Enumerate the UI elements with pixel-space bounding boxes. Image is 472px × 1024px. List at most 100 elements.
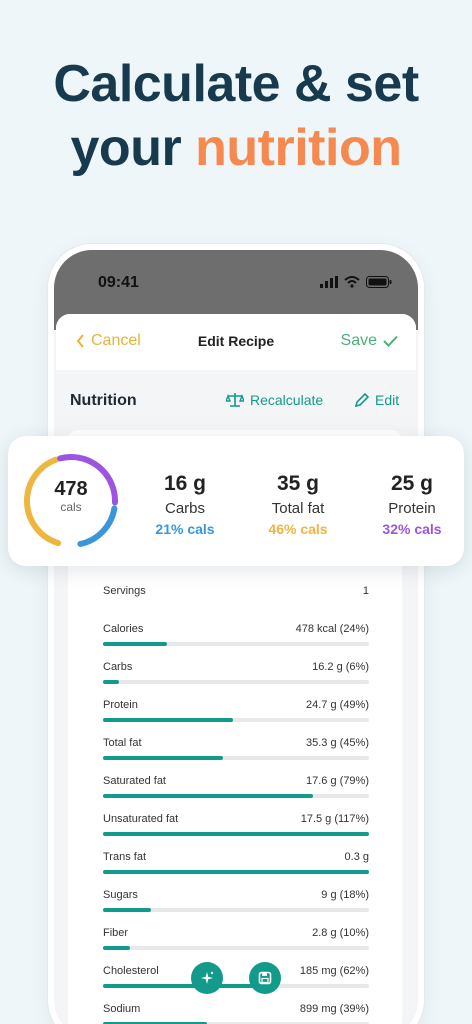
nutrient-amount: 2.8 g (10%): [312, 927, 369, 939]
macro-protein: 25 g Protein 32% cals: [357, 472, 467, 537]
nutrient-row: Trans fat 0.3 g: [103, 848, 369, 886]
nutrient-bar-track: [103, 870, 369, 874]
carbs-pct: 21% cals: [155, 521, 215, 537]
macro-carbs: 16 g Carbs 21% cals: [130, 472, 240, 537]
nutrient-row: Carbs 16.2 g (6%): [103, 658, 369, 696]
servings-label: Servings: [103, 585, 146, 597]
nutrition-heading: Nutrition: [70, 392, 137, 409]
nutrient-row: Sodium 899 mg (39%): [103, 1000, 369, 1024]
nav-bar: Cancel Edit Recipe Save: [56, 314, 416, 370]
wifi-icon: [344, 276, 360, 288]
nutrient-row: Saturated fat 17.6 g (79%): [103, 772, 369, 810]
nutrient-amount: 9 g (18%): [321, 889, 369, 901]
save-floating-button[interactable]: [249, 962, 281, 994]
servings-row: Servings 1: [103, 582, 369, 620]
nutrient-bar-track: [103, 832, 369, 836]
nutrient-bar-track: [103, 642, 369, 646]
edit-nutrition-button[interactable]: Edit: [354, 392, 399, 408]
sparkle-icon: [201, 971, 214, 984]
nutrient-label: Saturated fat: [103, 775, 166, 787]
headline-accent: nutrition: [195, 119, 402, 177]
fat-name: Total fat: [271, 500, 325, 517]
nutrient-label: Carbs: [103, 661, 133, 673]
nutrient-label: Trans fat: [103, 851, 146, 863]
nutrient-bar-track: [103, 946, 369, 950]
nutrient-bar-fill: [103, 870, 369, 874]
nutrient-row: Fiber 2.8 g (10%): [103, 924, 369, 962]
nutrient-list: Servings 1 Calories 478 kcal (24%) Carbs 16…: [103, 582, 369, 1024]
scale-icon: [226, 393, 244, 407]
nutrient-bar-track: [103, 794, 369, 798]
save-icon: [258, 971, 272, 985]
nutrient-bar-fill: [103, 1022, 207, 1024]
nutrient-bar-fill: [103, 718, 234, 722]
nutrient-row: Total fat 35.3 g (45%): [103, 734, 369, 772]
nutrient-bar-fill: [103, 832, 369, 836]
chevron-left-icon: [76, 334, 84, 348]
nutrient-amount: 0.3 g: [344, 851, 369, 863]
nutrient-amount: 16.2 g (6%): [312, 661, 369, 673]
nutrient-row: Sugars 9 g (18%): [103, 886, 369, 924]
nutrient-label: Cholesterol: [103, 965, 159, 977]
nutrient-label: Total fat: [103, 737, 142, 749]
status-time: 09:41: [98, 274, 139, 291]
protein-name: Protein: [388, 500, 436, 517]
nutrient-amount: 24.7 g (49%): [306, 699, 369, 711]
nutrient-row: Calories 478 kcal (24%): [103, 620, 369, 658]
calorie-label: cals: [60, 500, 82, 514]
nutrient-amount: 185 mg (62%): [299, 965, 369, 977]
ai-sparkle-button[interactable]: [191, 962, 223, 994]
signal-icon: [320, 276, 338, 288]
nutrient-row: Cholesterol 185 mg (62%): [103, 962, 369, 1000]
save-button[interactable]: Save: [341, 332, 398, 350]
nutrient-amount: 35.3 g (45%): [306, 737, 369, 749]
headline-line1: Calculate & set: [53, 55, 419, 113]
nutrient-label: Protein: [103, 699, 138, 711]
battery-icon: [366, 276, 392, 288]
nutrient-bar-track: [103, 718, 369, 722]
protein-pct: 32% cals: [382, 521, 442, 537]
nutrient-rows: Calories 478 kcal (24%) Carbs 16.2 g (6%) Pr…: [103, 620, 369, 1024]
nutrient-label: Sugars: [103, 889, 138, 901]
nutrient-label: Fiber: [103, 927, 129, 939]
headline-prefix: your: [70, 119, 196, 177]
nutrient-bar-fill: [103, 984, 268, 988]
carbs-name: Carbs: [164, 500, 205, 517]
headline-line2: your nutrition: [0, 116, 472, 180]
fat-pct: 46% cals: [268, 521, 328, 537]
carbs-value: 16 g: [163, 472, 207, 495]
nutrient-amount: 478 kcal (24%): [295, 623, 369, 635]
nutrient-bar-fill: [103, 756, 223, 760]
nutrient-amount: 899 mg (39%): [299, 1003, 369, 1015]
calorie-total: 478: [54, 478, 88, 500]
nutrient-row: Unsaturated fat 17.5 g (117%): [103, 810, 369, 848]
nutrient-label: Calories: [103, 623, 144, 635]
cancel-button[interactable]: Cancel: [76, 332, 141, 350]
fat-value: 35 g: [276, 472, 320, 495]
nutrient-bar-track: [103, 1022, 369, 1024]
nutrient-amount: 17.6 g (79%): [306, 775, 369, 787]
nutrient-bar-track: [103, 680, 369, 684]
macro-fat: 35 g Total fat 46% cals: [243, 472, 353, 537]
nutrient-amount: 17.5 g (117%): [300, 813, 369, 825]
save-label: Save: [340, 332, 377, 349]
nutrient-bar-fill: [103, 642, 167, 646]
status-icons: [320, 276, 392, 288]
nutrient-bar-track: [103, 984, 369, 988]
nutrient-bar-fill: [103, 794, 314, 798]
nutrient-label: Unsaturated fat: [103, 813, 179, 825]
nutrient-bar-fill: [103, 908, 151, 912]
nutrition-summary-card: 478 cals 16 g Carbs 21% cals 35 g Total …: [8, 436, 464, 566]
pencil-icon: [354, 392, 369, 407]
nutrient-bar-track: [103, 908, 369, 912]
nutrient-label: Sodium: [103, 1003, 141, 1015]
nutrient-bar-track: [103, 756, 369, 760]
cancel-label: Cancel: [91, 332, 141, 349]
nutrient-row: Protein 24.7 g (49%): [103, 696, 369, 734]
nutrient-bar-fill: [103, 946, 130, 950]
recalculate-label: Recalculate: [250, 392, 324, 408]
protein-value: 25 g: [390, 472, 434, 495]
headline: Calculate & set your nutrition: [0, 52, 472, 180]
recalculate-button[interactable]: Recalculate: [226, 392, 323, 408]
calorie-ring: [24, 454, 118, 548]
